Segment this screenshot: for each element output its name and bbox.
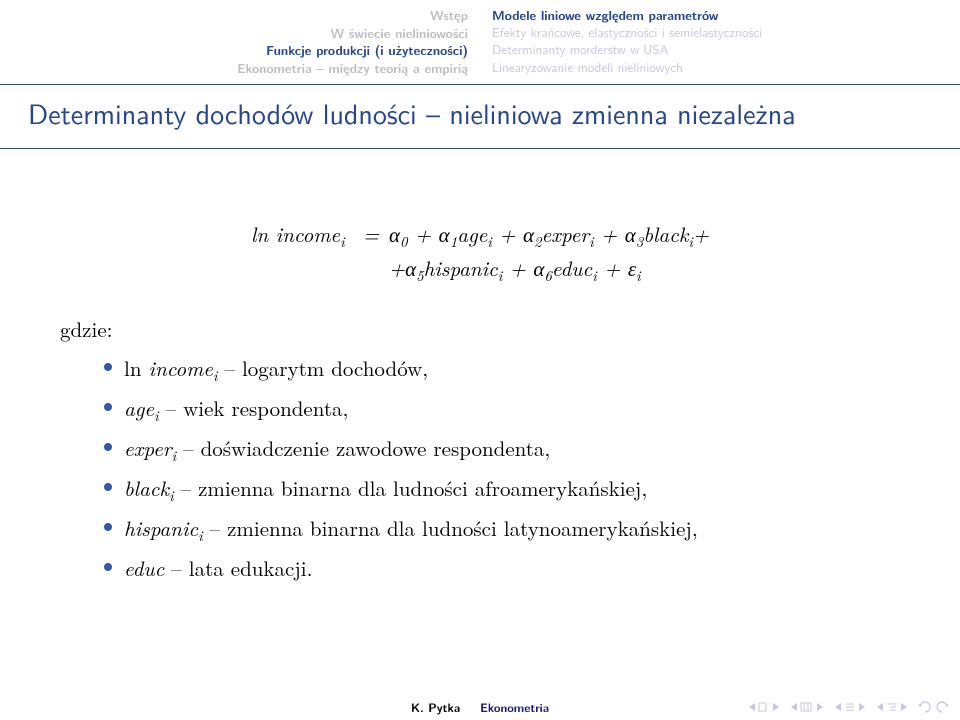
nav-frame-prev-next[interactable] xyxy=(789,702,825,712)
nav-section-active[interactable]: Funkcje produkcji (i użyteczności) xyxy=(0,41,468,59)
list-item: blacki – zmienna binarna dla ludności af… xyxy=(104,474,900,506)
nav-subsection[interactable]: Determinanty morderstw w USA xyxy=(492,41,960,59)
nav-subsection[interactable]: Linearyzowanie modeli nieliniowych xyxy=(492,59,960,77)
list-item: ln incomei – logarytm dochodów, xyxy=(104,354,900,386)
nav-section[interactable]: Ekonometria – między teorią a empirią xyxy=(0,59,468,77)
list-item-desc: – zmienna binarna dla ludności latynoame… xyxy=(203,513,698,543)
nav-back-forward[interactable] xyxy=(917,700,950,714)
header-left-col: Wstęp W świecie nieliniowości Funkcje pr… xyxy=(0,6,480,76)
list-item-desc: – doświadczenie zawodowe respondenta, xyxy=(176,433,550,463)
equation: ln incomei = α0 + α1agei + α2experi + α3… xyxy=(60,219,900,287)
list-item: agei – wiek respondenta, xyxy=(104,394,900,426)
footer-author: K. Pytka xyxy=(411,698,460,716)
header: Wstęp W świecie nieliniowości Funkcje pr… xyxy=(0,0,960,84)
equation-lhs: ln incomei = xyxy=(251,219,389,287)
list-item-desc: – zmienna binarna dla ludności afroamery… xyxy=(174,473,648,503)
nav-subsection-active[interactable]: Modele liniowe względem parametrów xyxy=(492,6,960,24)
nav-section-prev-next[interactable] xyxy=(833,702,867,712)
slide-content: ln incomei = α0 + α1agei + α2experi + α3… xyxy=(0,149,960,582)
nav-controls xyxy=(747,700,950,714)
where-label: gdzie: xyxy=(60,314,900,344)
footer-title: Ekonometria xyxy=(480,698,549,716)
list-item-desc: – logarytm dochodów, xyxy=(217,353,428,383)
nav-subsection[interactable]: Efekty krańcowe, elastyczności i semiela… xyxy=(492,24,960,42)
nav-section[interactable]: Wstęp xyxy=(0,6,468,24)
list-item-desc: – lata edukacji. xyxy=(164,553,312,583)
nav-slide-prev-next[interactable] xyxy=(747,702,781,712)
header-right-col: Modele liniowe względem parametrów Efekt… xyxy=(480,6,960,76)
equation-rhs: α0 + α1agei + α2experi + α3blacki+ +α5hi… xyxy=(389,219,709,287)
variable-list: ln incomei – logarytm dochodów, agei – w… xyxy=(60,354,900,583)
list-item: educ – lata edukacji. xyxy=(104,554,900,582)
list-item: hispanici – zmienna binarna dla ludności… xyxy=(104,514,900,546)
nav-subsection-prev-next[interactable] xyxy=(875,702,909,712)
list-item-desc: – wiek respondenta, xyxy=(159,393,349,423)
list-item: experi – doświadczenie zawodowe responde… xyxy=(104,434,900,466)
nav-section[interactable]: W świecie nieliniowości xyxy=(0,24,468,42)
slide-title: Determinanty dochodów ludności – nielini… xyxy=(0,85,960,148)
